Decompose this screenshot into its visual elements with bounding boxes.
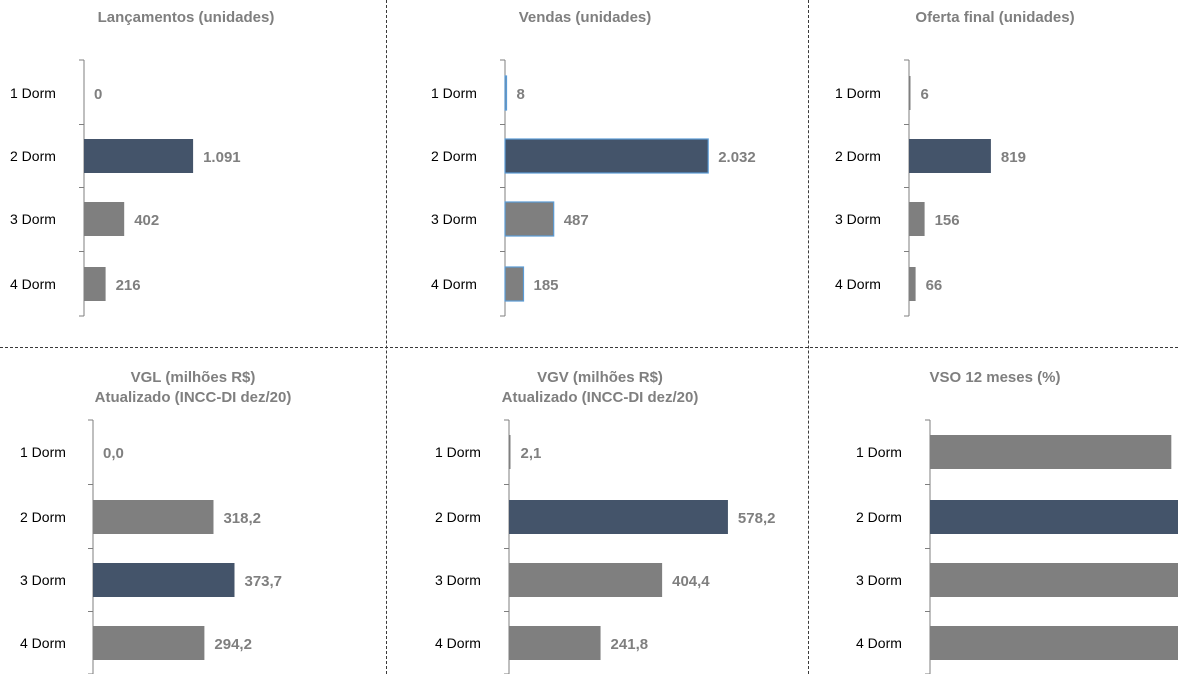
vgv-data-label: 2,1 [521,445,542,462]
vertical-divider-right [808,0,809,674]
vendas-bar-4-dorm [504,266,525,302]
vgv-bar-4-dorm [509,626,601,660]
chart-title-vgv: VGV (milhões R$) Atualizado (INCC-DI dez… [501,369,699,406]
vendas-category-label: 1 Dorm [431,85,477,101]
vgl-category-label: 1 Dorm [20,444,66,460]
oferta-final-category-label: 1 Dorm [835,85,881,101]
vgl-bar-3-dorm [93,563,235,597]
vso-category-label: 3 Dorm [856,572,902,588]
lancamentos-data-label: 1.091 [203,149,241,166]
vendas-data-label: 487 [564,212,589,229]
vendas-data-label: 185 [534,277,559,294]
vendas-bar-2-dorm [504,138,709,174]
vendas-category-label: 4 Dorm [431,276,477,292]
lancamentos-category-label: 2 Dorm [10,148,56,164]
vso-bar-3-dorm [930,563,1178,597]
lancamentos-category-label: 3 Dorm [10,211,56,227]
chart-title-oferta-final: Oferta final (unidades) [915,9,1075,26]
lancamentos-data-label: 402 [134,212,159,229]
chart-title-lancamentos: Lançamentos (unidades) [97,9,275,26]
vendas-category-label: 2 Dorm [431,148,477,164]
vso-bar-1-dorm [930,435,1172,469]
vso-category-label: 1 Dorm [856,444,902,460]
vendas-bar-3-dorm [504,201,555,237]
vgl-bar-4-dorm [93,626,205,660]
vgv-bar-1-dorm [509,435,511,469]
vgv-data-label: 404,4 [672,573,710,590]
chart-title-vso: VSO 12 meses (%) [929,369,1061,386]
lancamentos-category-label: 1 Dorm [10,85,56,101]
vendas-data-label: 8 [517,86,525,103]
oferta-final-data-label: 66 [926,277,943,294]
oferta-final-data-label: 819 [1001,149,1026,166]
lancamentos-bar-3-dorm [84,202,125,236]
oferta-final-bar-4-dorm [909,267,916,301]
vertical-divider-left [386,0,387,674]
vso-bar-2-dorm [930,500,1178,534]
vgl-data-label: 0,0 [103,445,124,462]
vgl-data-label: 294,2 [214,636,252,653]
lancamentos-bar-4-dorm [84,267,106,301]
oferta-final-bar-3-dorm [909,202,925,236]
vgv-category-label: 2 Dorm [435,509,481,525]
oferta-final-data-label: 6 [921,86,929,103]
vgv-data-label: 578,2 [738,510,776,527]
vgl-category-label: 4 Dorm [20,635,66,651]
vgl-category-label: 3 Dorm [20,572,66,588]
oferta-final-bar-2-dorm [909,139,991,173]
oferta-final-bar-1-dorm [909,76,911,110]
vgv-data-label: 241,8 [611,636,649,653]
lancamentos-bar-2-dorm [84,139,194,173]
vendas-bar-1-dorm [504,75,508,111]
vgv-category-label: 4 Dorm [435,635,481,651]
vgl-category-label: 2 Dorm [20,509,66,525]
oferta-final-category-label: 2 Dorm [835,148,881,164]
vendas-data-label: 2.032 [718,149,756,166]
horizontal-divider [0,347,1178,348]
vgv-bar-3-dorm [509,563,663,597]
chart-title-vendas: Vendas (unidades) [518,9,652,26]
vgl-bar-2-dorm [93,500,214,534]
vso-category-label: 4 Dorm [856,635,902,651]
vgl-data-label: 373,7 [244,573,282,590]
lancamentos-data-label: 216 [116,277,141,294]
lancamentos-category-label: 4 Dorm [10,276,56,292]
vgl-data-label: 318,2 [223,510,261,527]
vgv-category-label: 1 Dorm [435,444,481,460]
chart-title-vgl: VGL (milhões R$) Atualizado (INCC-DI dez… [94,369,292,406]
vgv-bar-2-dorm [509,500,728,534]
oferta-final-category-label: 3 Dorm [835,211,881,227]
lancamentos-data-label: 0 [94,86,102,103]
vso-bar-4-dorm [930,626,1178,660]
vso-category-label: 2 Dorm [856,509,902,525]
oferta-final-category-label: 4 Dorm [835,276,881,292]
oferta-final-data-label: 156 [935,212,960,229]
vendas-category-label: 3 Dorm [431,211,477,227]
vgv-category-label: 3 Dorm [435,572,481,588]
